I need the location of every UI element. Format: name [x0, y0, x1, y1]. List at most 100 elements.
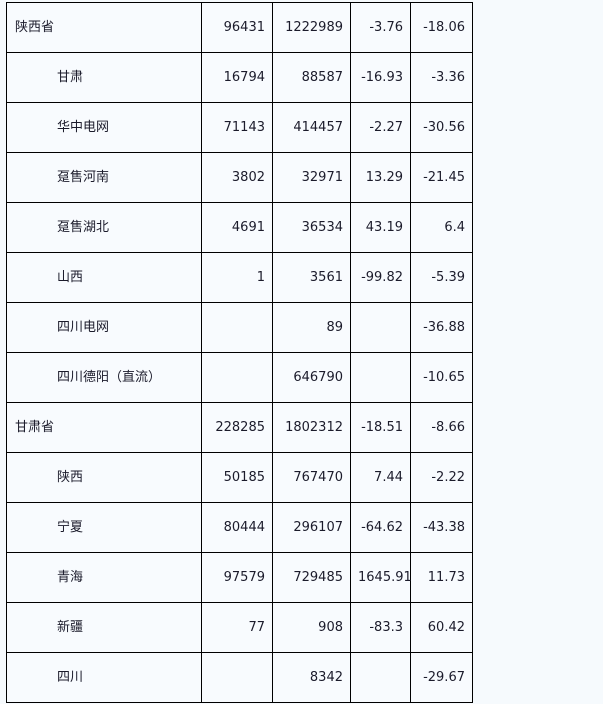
row-label-text: 陕西省 [15, 19, 55, 35]
table-row[interactable]: 趸售河南 3802 32971 13.29 -21.45 [6, 152, 473, 203]
value-cell-v3[interactable]: -18.51 [350, 402, 411, 453]
table-body: 陕西省 96431 1222989 -3.76 -18.06 甘肃 16794 88587 -1… [6, 2, 473, 703]
value-cell-v2[interactable]: 88587 [272, 52, 351, 103]
value-cell-v3[interactable]: 7.44 [350, 452, 411, 503]
value-cell-v1[interactable]: 1 [201, 252, 273, 303]
row-label-cell[interactable]: 新疆 [6, 602, 202, 653]
value-cell-v4[interactable]: -10.65 [410, 352, 473, 403]
table-row[interactable]: 陕西 50185 767470 7.44 -2.22 [6, 452, 473, 503]
value-cell-v4[interactable]: -5.39 [410, 252, 473, 303]
row-label-text: 趸售湖北 [57, 219, 110, 235]
value-cell-v3[interactable]: -2.27 [350, 102, 411, 153]
value-cell-v2[interactable]: 3561 [272, 252, 351, 303]
value-cell-v1[interactable]: 80444 [201, 502, 273, 553]
row-label-text: 甘肃 [57, 69, 84, 85]
value-cell-v2[interactable]: 908 [272, 602, 351, 653]
value-cell-v1[interactable]: 71143 [201, 102, 273, 153]
value-cell-v4[interactable]: 60.42 [410, 602, 473, 653]
table-row[interactable]: 华中电网 71143 414457 -2.27 -30.56 [6, 102, 473, 153]
value-cell-v4[interactable]: -18.06 [410, 2, 473, 53]
value-cell-v1[interactable]: 3802 [201, 152, 273, 203]
value-cell-v3[interactable]: 1645.91 [350, 552, 412, 603]
value-cell-v2[interactable]: 8342 [272, 652, 351, 703]
row-label-cell[interactable]: 四川电网 [6, 302, 202, 353]
table-row[interactable]: 山西 1 3561 -99.82 -5.39 [6, 252, 473, 303]
table-row[interactable]: 青海 97579 729485 1645.91 11.73 [6, 552, 473, 603]
row-label-text: 新疆 [57, 619, 84, 635]
value-cell-v3[interactable]: -16.93 [350, 52, 411, 103]
value-cell-v4[interactable]: -30.56 [410, 102, 473, 153]
value-cell-v1[interactable]: 16794 [201, 52, 273, 103]
row-label-text: 四川 [57, 669, 84, 685]
value-cell-v3[interactable]: 43.19 [350, 202, 411, 253]
row-label-text: 宁夏 [57, 519, 84, 535]
value-cell-v2[interactable]: 646790 [272, 352, 351, 403]
table-row[interactable]: 甘肃 16794 88587 -16.93 -3.36 [6, 52, 473, 103]
value-cell-v3[interactable]: -83.3 [350, 602, 411, 653]
value-cell-v4[interactable]: -29.67 [410, 652, 473, 703]
value-cell-v1[interactable] [201, 652, 273, 703]
value-cell-v1[interactable]: 228285 [201, 402, 273, 453]
value-cell-v2[interactable]: 729485 [272, 552, 351, 603]
value-cell-v1[interactable]: 77 [201, 602, 273, 653]
value-cell-v4[interactable]: -3.36 [410, 52, 473, 103]
row-label-text: 四川电网 [57, 319, 110, 335]
value-cell-v3[interactable]: -99.82 [350, 252, 411, 303]
value-cell-v1[interactable]: 97579 [201, 552, 273, 603]
power-grid-data-table: 陕西省 96431 1222989 -3.76 -18.06 甘肃 16794 88587 -1… [6, 2, 473, 703]
table-row[interactable]: 新疆 77 908 -83.3 60.42 [6, 602, 473, 653]
value-cell-v1[interactable] [201, 352, 273, 403]
row-label-cell[interactable]: 陕西省 [6, 2, 202, 53]
value-cell-v1[interactable] [201, 302, 273, 353]
value-cell-v2[interactable]: 89 [272, 302, 351, 353]
row-label-cell[interactable]: 华中电网 [6, 102, 202, 153]
row-label-cell[interactable]: 四川 [6, 652, 202, 703]
value-cell-v1[interactable]: 50185 [201, 452, 273, 503]
value-cell-v2[interactable]: 1802312 [272, 402, 351, 453]
table-row[interactable]: 宁夏 80444 296107 -64.62 -43.38 [6, 502, 473, 553]
row-label-cell[interactable]: 趸售河南 [6, 152, 202, 203]
value-cell-v1[interactable]: 96431 [201, 2, 273, 53]
value-cell-v3[interactable] [350, 652, 411, 703]
value-cell-v4[interactable]: -36.88 [410, 302, 473, 353]
value-cell-v1[interactable]: 4691 [201, 202, 273, 253]
table-row[interactable]: 四川德阳（直流） 646790 -10.65 [6, 352, 473, 403]
row-label-cell[interactable]: 甘肃 [6, 52, 202, 103]
value-cell-v2[interactable]: 414457 [272, 102, 351, 153]
value-cell-v3[interactable] [350, 302, 411, 353]
value-cell-v2[interactable]: 36534 [272, 202, 351, 253]
value-cell-v3[interactable]: -3.76 [350, 2, 411, 53]
value-cell-v2[interactable]: 32971 [272, 152, 351, 203]
value-cell-v3[interactable] [350, 352, 411, 403]
row-label-cell[interactable]: 青海 [6, 552, 202, 603]
value-cell-v2[interactable]: 1222989 [272, 2, 351, 53]
row-label-text: 陕西 [57, 469, 84, 485]
row-label-cell[interactable]: 宁夏 [6, 502, 202, 553]
row-label-text: 青海 [57, 569, 84, 585]
row-label-cell[interactable]: 趸售湖北 [6, 202, 202, 253]
value-cell-v4[interactable]: 6.4 [410, 202, 473, 253]
value-cell-v4[interactable]: -43.38 [410, 502, 473, 553]
row-label-cell[interactable]: 山西 [6, 252, 202, 303]
table-row[interactable]: 陕西省 96431 1222989 -3.76 -18.06 [6, 2, 473, 53]
table-row[interactable]: 四川电网 89 -36.88 [6, 302, 473, 353]
value-cell-v2[interactable]: 296107 [272, 502, 351, 553]
row-label-cell[interactable]: 四川德阳（直流） [6, 352, 202, 403]
row-label-text: 四川德阳（直流） [57, 369, 162, 385]
row-label-cell[interactable]: 甘肃省 [6, 402, 202, 453]
value-cell-v3[interactable]: -64.62 [350, 502, 411, 553]
row-label-text: 山西 [57, 269, 84, 285]
row-label-text: 华中电网 [57, 119, 110, 135]
table-row[interactable]: 四川 8342 -29.67 [6, 652, 473, 703]
value-cell-v4[interactable]: 11.73 [410, 552, 473, 603]
value-cell-v4[interactable]: -2.22 [410, 452, 473, 503]
row-label-text: 趸售河南 [57, 169, 110, 185]
table-row[interactable]: 趸售湖北 4691 36534 43.19 6.4 [6, 202, 473, 253]
row-label-cell[interactable]: 陕西 [6, 452, 202, 503]
value-cell-v4[interactable]: -8.66 [410, 402, 473, 453]
value-cell-v3[interactable]: 13.29 [350, 152, 411, 203]
value-cell-v4[interactable]: -21.45 [410, 152, 473, 203]
value-cell-v2[interactable]: 767470 [272, 452, 351, 503]
table-row[interactable]: 甘肃省 228285 1802312 -18.51 -8.66 [6, 402, 473, 453]
